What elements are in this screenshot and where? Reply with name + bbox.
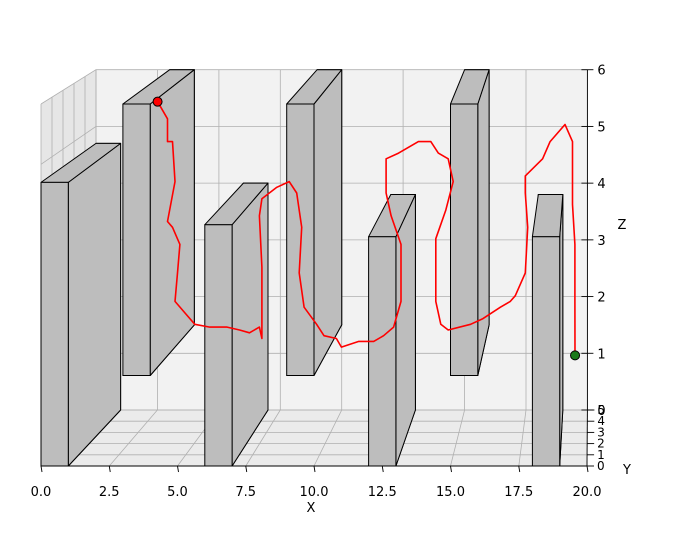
obstacle-box	[286, 69, 343, 376]
obstacle-face	[313, 69, 343, 376]
path-line	[156, 101, 576, 356]
obstacle-face	[67, 142, 122, 467]
floor-pane	[41, 410, 588, 466]
z-axis-label: Z	[618, 218, 627, 233]
obstacle-face	[531, 194, 564, 238]
obstacle-box	[122, 69, 195, 376]
x-tick-mark	[450, 465, 452, 473]
y-tick-label: 1	[597, 448, 605, 462]
x-tick-mark	[313, 465, 316, 473]
x-tick-mark	[518, 465, 521, 473]
y-tick-label: 3	[597, 425, 605, 439]
x-tick-label: 7.5	[235, 485, 256, 500]
y-tick-label: 4	[597, 414, 605, 428]
obstacle-face	[531, 236, 561, 467]
obstacle-face	[368, 236, 397, 467]
z-tick-label: 5	[597, 120, 605, 135]
path-layer	[152, 96, 581, 361]
y-tick-label: 2	[597, 437, 605, 451]
x-tick-mark	[40, 465, 43, 473]
z-tick-label: 2	[597, 291, 605, 306]
obstacle-face	[204, 224, 233, 467]
x-tick-label: 12.5	[368, 485, 397, 500]
x-axis-label: X	[307, 501, 316, 516]
obstacle-box	[450, 69, 490, 376]
x-tick-mark	[108, 465, 111, 473]
obstacle-box	[531, 194, 564, 467]
obstacle-face	[477, 69, 490, 376]
goal-point	[570, 350, 581, 361]
z-tick-label: 0	[597, 404, 605, 419]
x-tick-label: 20.0	[573, 485, 602, 500]
obstacle-box	[204, 182, 269, 467]
obstacle-face	[40, 181, 69, 467]
z-tick-label: 6	[597, 64, 605, 79]
x-tick-label: 10.0	[300, 485, 329, 500]
y-tick-label: 0	[597, 459, 605, 473]
obstacle-box	[40, 142, 122, 467]
obstacle-box	[368, 194, 416, 467]
z-grid-line	[40, 126, 588, 165]
z-tick-label: 3	[597, 234, 605, 249]
obstacle-face	[149, 69, 195, 376]
z-tick-label: 4	[597, 177, 605, 192]
x-tick-label: 5.0	[167, 485, 188, 500]
start-point	[152, 96, 163, 107]
y-tick-label: 5	[597, 403, 605, 417]
axes: 0.0 2.5 5.0 7.5 10.0 12.5 15.0 17.5 20.001234501…	[31, 64, 606, 500]
z-grid-line	[40, 69, 588, 105]
x-tick-label: 2.5	[99, 485, 120, 500]
obstacles	[40, 69, 564, 467]
z-tick-label: 1	[597, 347, 605, 362]
x-tick-mark	[245, 465, 248, 473]
obstacle-face	[450, 103, 479, 376]
x-tick-label: 0.0	[31, 485, 52, 500]
x-tick-mark	[586, 465, 589, 473]
obstacle-face	[122, 103, 151, 376]
x-tick-mark	[381, 465, 384, 473]
y-axis-label: Y	[622, 463, 631, 478]
x-tick-label: 15.0	[436, 485, 465, 500]
x-tick-label: 17.5	[504, 485, 533, 500]
x-tick-mark	[177, 465, 179, 473]
